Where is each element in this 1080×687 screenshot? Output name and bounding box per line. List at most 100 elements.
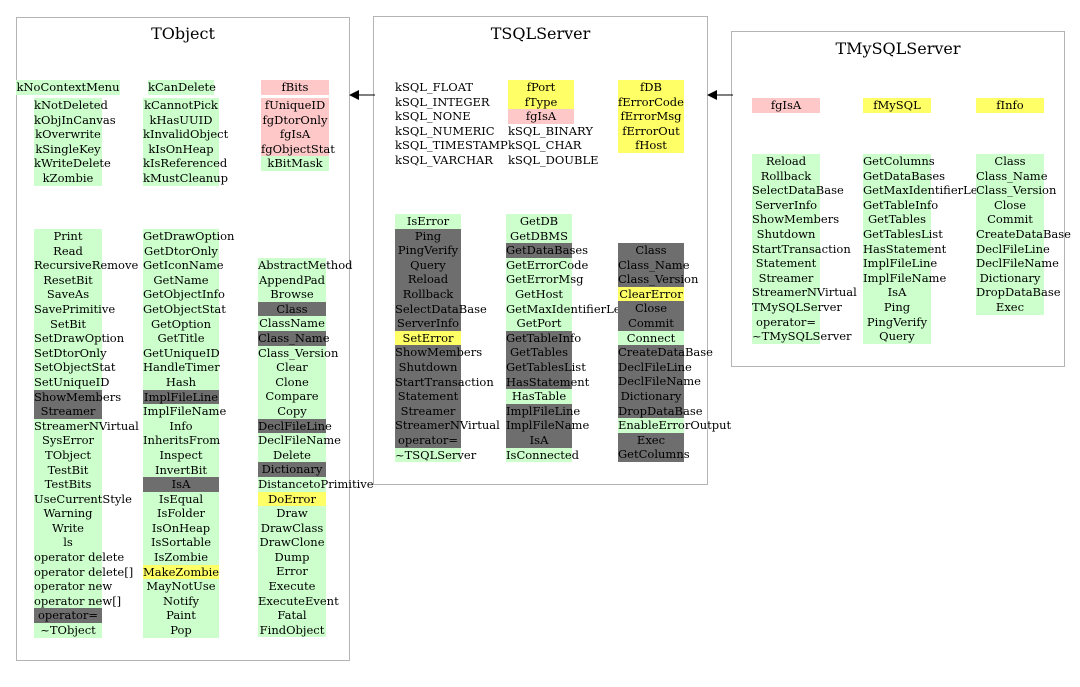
- member-streamer: Streamer: [34, 404, 102, 419]
- member-createdatabase: CreateDataBase: [976, 226, 1071, 242]
- member-gettableinfo: GetTableInfo: [863, 197, 939, 213]
- member-operator: operator=: [34, 608, 102, 624]
- member-isa: IsA: [863, 285, 931, 300]
- member-statement: Statement: [395, 389, 461, 404]
- member-tobject: ~TObject: [34, 623, 102, 638]
- member-ping: Ping: [863, 299, 931, 315]
- member-ksql-numeric: kSQL_NUMERIC: [395, 123, 495, 138]
- member-tsqlserver: ~TSQLServer: [395, 447, 477, 463]
- member-ls: ls: [34, 535, 102, 551]
- member-fgobjectstat: fgObjectStat: [261, 141, 335, 157]
- member-ftype: fType: [508, 94, 574, 110]
- member-iszombie: IsZombie: [143, 550, 219, 565]
- member-abstractmethod: AbstractMethod: [258, 258, 353, 273]
- member-getcolumns: GetColumns: [863, 154, 935, 169]
- member-isconnected: IsConnected: [506, 447, 580, 463]
- member-class-version: Class_Version: [258, 345, 339, 361]
- member-declfilename: DeclFileName: [976, 256, 1059, 271]
- member-implfilename: ImplFileName: [863, 270, 947, 286]
- member-streamer: Streamer: [395, 403, 461, 419]
- member-isa: IsA: [143, 477, 219, 492]
- member-serverinfo: ServerInfo: [752, 197, 820, 213]
- tmysqlserver-col-1: fgIsA: [736, 98, 836, 113]
- member-saveprimitive: SavePrimitive: [34, 301, 116, 317]
- tmysqlserver-col-4: Reload Rollback SelectDataBase ServerInfo Sh…: [736, 154, 857, 344]
- member-warning: Warning: [34, 506, 102, 521]
- member-makezombie: MakeZombie: [143, 564, 220, 580]
- member-clone: Clone: [258, 374, 326, 390]
- member-ksql-binary: kSQL_BINARY: [508, 123, 593, 138]
- member-kisonheap: kIsOnHeap: [143, 141, 219, 157]
- member-clear: Clear: [258, 360, 326, 375]
- member-resetbit: ResetBit: [34, 272, 102, 288]
- member-hasstatement: HasStatement: [506, 374, 590, 390]
- member-exec: Exec: [976, 299, 1044, 315]
- member-declfilename: DeclFileName: [258, 433, 341, 448]
- member-inheritsfrom: InheritsFrom: [143, 433, 221, 448]
- member-gethost: GetHost: [506, 286, 572, 302]
- member-class: Class: [258, 301, 326, 317]
- member-hasstatement: HasStatement: [863, 241, 947, 257]
- member-geticonname: GetIconName: [143, 258, 224, 273]
- tmysqlserver-col-5: GetColumns GetDataBases GetMaxIdentifierLe…: [828, 154, 1004, 344]
- member-kinvalidobject: kInvalidObject: [143, 127, 229, 142]
- member-usecurrentstyle: UseCurrentStyle: [34, 491, 132, 507]
- member-gettableslist: GetTablesList: [506, 359, 586, 375]
- member-knotdeleted: kNotDeleted: [34, 98, 108, 113]
- member-class-name: Class_Name: [976, 168, 1048, 184]
- member-starttransaction: StartTransaction: [395, 374, 494, 390]
- member-setdtoronly: SetDtorOnly: [34, 345, 107, 361]
- member-invertbit: InvertBit: [143, 462, 219, 478]
- member-commit: Commit: [976, 212, 1044, 227]
- member-ksinglekey: kSingleKey: [34, 141, 102, 157]
- member-drawclone: DrawClone: [258, 535, 326, 550]
- member-declfilename: DeclFileName: [618, 374, 701, 389]
- member-hastable: HasTable: [506, 389, 572, 404]
- member-showmembers: ShowMembers: [395, 345, 483, 360]
- tmysqlserver-col-6: Class Class_Name Class_Version Close Commit C…: [960, 154, 1071, 315]
- member-implfileline: ImplFileLine: [143, 389, 219, 405]
- inheritance-arrow-tmysqlserver-to-tsqlserver: [707, 90, 733, 100]
- member-fgisa: fgIsA: [752, 98, 820, 113]
- member-gettitle: GetTitle: [143, 331, 219, 346]
- member-knocontextmenu: kNoContextMenu: [16, 80, 120, 95]
- member-getobjectinfo: GetObjectInfo: [143, 287, 225, 302]
- member-class-version: Class_Version: [618, 272, 699, 287]
- member-gettables: GetTables: [863, 212, 931, 227]
- member-notify: Notify: [143, 593, 219, 609]
- tobject-col-1: kNoContextMenu: [16, 80, 120, 95]
- member-distancetoprimitive: DistancetoPrimitive: [258, 476, 374, 492]
- member-getdb: GetDB: [506, 214, 572, 229]
- member-doerror: DoError: [258, 491, 326, 507]
- member-error: Error: [258, 564, 326, 580]
- member-khasuuid: kHasUUID: [143, 112, 219, 128]
- member-getmaxidentifierlength: GetMaxIdentifierLength: [506, 301, 648, 317]
- member-tmysqlserver: TMySQLServer: [752, 299, 842, 315]
- tmysqlserver-col-3: fInfo: [960, 98, 1060, 113]
- member-gettableinfo: GetTableInfo: [506, 330, 582, 346]
- member-streamernvirtual: StreamerNVirtual: [752, 285, 857, 300]
- tsqlserver-col-5: GetDB GetDBMS GetDataBases GetErrorCode GetE…: [470, 214, 648, 463]
- member-implfileline: ImplFileLine: [863, 256, 938, 271]
- tobject-col-5: kCannotPick kHasUUID kInvalidObject kIsOnHe…: [139, 98, 229, 186]
- member-fatal: Fatal: [258, 608, 326, 623]
- member-class-version: Class_Version: [976, 183, 1057, 198]
- member-getport: GetPort: [506, 316, 572, 331]
- member-exec: Exec: [618, 432, 684, 448]
- member-testbit: TestBit: [34, 462, 102, 478]
- member-enableerroroutput: EnableErrorOutput: [618, 418, 732, 433]
- member-syserror: SysError: [34, 433, 102, 448]
- member-executeevent: ExecuteEvent: [258, 593, 339, 609]
- member-setuniqueid: SetUniqueID: [34, 374, 110, 390]
- member-dump: Dump: [258, 549, 326, 565]
- member-statement: Statement: [752, 256, 820, 271]
- member-declfileline: DeclFileLine: [618, 359, 692, 375]
- member-shutdown: Shutdown: [395, 359, 461, 375]
- member-seterror: SetError: [395, 330, 461, 346]
- tobject-col-9: AbstractMethod AppendPad Browse Class ClassN…: [236, 258, 374, 638]
- member-rollback: Rollback: [752, 168, 820, 184]
- member-operator: operator=: [395, 432, 461, 448]
- member-close: Close: [618, 301, 684, 316]
- member-issortable: IsSortable: [143, 535, 219, 551]
- member-isa: IsA: [506, 432, 572, 448]
